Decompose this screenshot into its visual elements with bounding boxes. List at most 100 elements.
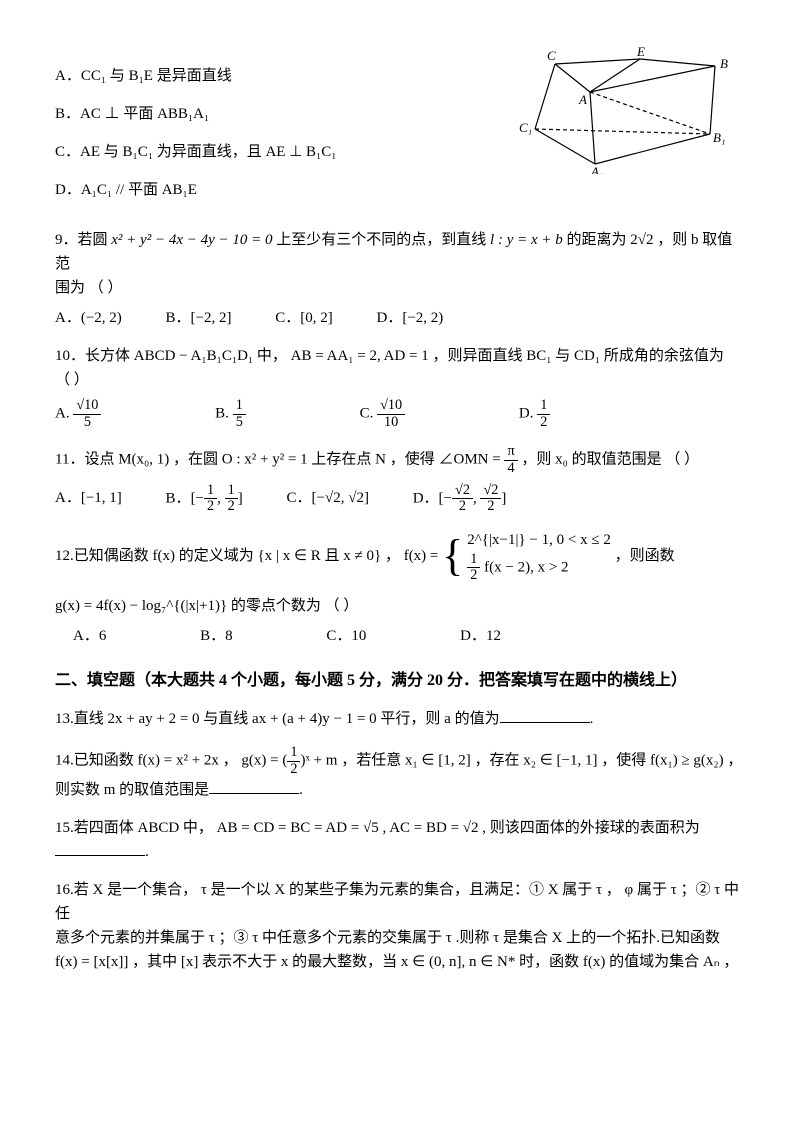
- q11-D-num1: √2: [452, 483, 473, 500]
- q10-C-num: √10: [377, 398, 405, 415]
- question-9: 9．若圆 x² + y² − 4x − 4y − 10 = 0 上至少有三个不同…: [55, 228, 745, 330]
- q11-D-den2: 2: [480, 499, 501, 515]
- q8-optD: D．A₁C₁ // 平面 AB₁E: [55, 178, 745, 202]
- q9-stem-pre: 9．若圆: [55, 232, 111, 248]
- q11-frac-num: π: [504, 444, 517, 461]
- label-A: A: [578, 92, 587, 107]
- q11-stem-b: ，则 x₀ 的取值范围是 （ ）: [518, 452, 699, 468]
- q11-frac-den: 4: [504, 461, 517, 477]
- q16-line3: f(x) = [x[x]] ，其中 [x] 表示不大于 x 的最大整数，当 x …: [55, 950, 745, 974]
- q16-line1: 16.若 X 是一个集合， τ 是一个以 X 的某些子集为元素的集合，且满足：①…: [55, 878, 745, 926]
- q11-B-mid: ,: [217, 490, 225, 506]
- q12-optC: C．10: [326, 624, 366, 648]
- q15-stem: 15.若四面体 ABCD 中， AB = CD = BC = AD = √5 ,…: [55, 816, 745, 840]
- q9-optC: C．[0, 2]: [275, 306, 333, 330]
- q9-optD: D．[−2, 2): [377, 306, 444, 330]
- q10-D-den: 2: [537, 415, 550, 431]
- q9-optB: B．[−2, 2]: [166, 306, 232, 330]
- q11-B-post: ]: [238, 490, 243, 506]
- q11-optC: C．[−√2, √2]: [287, 486, 369, 510]
- q10-D-num: 1: [537, 398, 550, 415]
- q14-blank: [209, 778, 299, 794]
- q10-A-label: A.: [55, 406, 70, 422]
- q13-stem: 13.直线 2x + ay + 2 = 0 与直线 ax + (a + 4)y …: [55, 711, 500, 727]
- q12-stem-a: 12.已知偶函数 f(x) 的定义域为 {x | x ∈ R 且 x ≠ 0} …: [55, 548, 442, 564]
- q10-stem2: （ ）: [55, 368, 745, 392]
- q11-stem-a: 11．设点 M(x₀, 1) ，在圆 O : x² + y² = 1 上存在点 …: [55, 452, 504, 468]
- q9-post1: 的距离为: [563, 232, 631, 248]
- q10-optC: C. √1010: [360, 398, 406, 430]
- q14-line2: 则实数 m 的取值范围是: [55, 782, 209, 798]
- label-C: C: [547, 48, 556, 63]
- q10-A-den: 5: [73, 415, 101, 431]
- q10-D-label: D.: [519, 406, 534, 422]
- q10-optA: A. √105: [55, 398, 101, 430]
- question-16: 16.若 X 是一个集合， τ 是一个以 X 的某些子集为元素的集合，且满足：①…: [55, 878, 745, 974]
- q12-optD: D．12: [460, 624, 501, 648]
- q10-optB: B. 15: [215, 398, 246, 430]
- q14-stem-a: 14.已知函数 f(x) = x² + 2x ， g(x) = (: [55, 753, 287, 769]
- q10-A-num: √10: [73, 398, 101, 415]
- q9-stem-line2: 围为 （ ）: [55, 276, 745, 300]
- q10-B-label: B.: [215, 406, 229, 422]
- q12-case1: 2^{|x−1|} − 1, 0 < x ≤ 2: [467, 529, 611, 552]
- q8-prism-diagram: C E B A C₁ B₁ A₁: [515, 44, 735, 174]
- label-A1: A₁: [590, 164, 603, 174]
- q14-stem-b: )ˣ + m ，若任意 x₁ ∈ [1, 2] ，存在 x₂ ∈ [−1, 1]…: [300, 753, 742, 769]
- q11-optB: B．[−12, 12]: [166, 483, 243, 515]
- q11-D-den1: 2: [452, 499, 473, 515]
- q11-B-pre: [−: [191, 490, 204, 506]
- q14-tail: .: [299, 782, 303, 798]
- q12-piecewise: { 2^{|x−1|} − 1, 0 < x ≤ 2 12 f(x − 2), …: [442, 529, 611, 584]
- q9-dist: 2√2: [630, 232, 653, 248]
- q12-line2: g(x) = 4f(x) − log₇^{(|x|+1)} 的零点个数为 （ ）: [55, 594, 745, 618]
- q10-optD: D. 12: [519, 398, 550, 430]
- q11-D-label: D．: [413, 490, 439, 506]
- q11-optD: D．[−√22, √22]: [413, 483, 507, 515]
- q10-B-num: 1: [233, 398, 246, 415]
- q11-B-num2: 1: [225, 483, 238, 500]
- q11-optA: A．[−1, 1]: [55, 486, 122, 510]
- q14-den: 2: [287, 762, 300, 778]
- q11-B-den2: 2: [225, 499, 238, 515]
- question-12: 12.已知偶函数 f(x) 的定义域为 {x | x ∈ R 且 x ≠ 0} …: [55, 529, 745, 648]
- q9-optA: A．(−2, 2): [55, 306, 122, 330]
- q11-B-label: B．: [166, 490, 191, 506]
- question-11: 11．设点 M(x₀, 1) ，在圆 O : x² + y² = 1 上存在点 …: [55, 444, 745, 515]
- label-E: E: [636, 44, 645, 59]
- q16-line2: 意多个元素的并集属于 τ ；③ τ 中任意多个元素的交集属于 τ .则称 τ 是…: [55, 926, 745, 950]
- q11-D-mid: ,: [473, 490, 481, 506]
- question-15: 15.若四面体 ABCD 中， AB = CD = BC = AD = √5 ,…: [55, 816, 745, 864]
- q10-B-den: 5: [233, 415, 246, 431]
- q9-eq: x² + y² − 4x − 4y − 10 = 0: [111, 232, 272, 248]
- q11-D-post: ]: [501, 490, 506, 506]
- label-C1: C₁: [519, 120, 532, 135]
- q15-tail: .: [145, 844, 149, 860]
- q12-optB: B．8: [200, 624, 233, 648]
- question-13: 13.直线 2x + ay + 2 = 0 与直线 ax + (a + 4)y …: [55, 707, 745, 731]
- q10-C-label: C.: [360, 406, 374, 422]
- q13-tail: .: [590, 711, 594, 727]
- question-14: 14.已知函数 f(x) = x² + 2x ， g(x) = (12)ˣ + …: [55, 745, 745, 801]
- q11-D-num2: √2: [480, 483, 501, 500]
- q11-D-pre: [−: [439, 490, 452, 506]
- q14-num: 1: [287, 745, 300, 762]
- q15-blank: [55, 840, 145, 856]
- section-2-heading: 二、填空题（本大题共 4 个小题，每小题 5 分，满分 20 分．把答案填写在题…: [55, 668, 745, 694]
- q12-case2: 12 f(x − 2), x > 2: [467, 552, 611, 584]
- q10-stem: 10．长方体 ABCD − A₁B₁C₁D₁ 中， AB = AA₁ = 2, …: [55, 344, 745, 368]
- q9-stem-mid: 上至少有三个不同的点，到直线: [273, 232, 491, 248]
- q12-case2-den: 2: [467, 568, 480, 584]
- q12-case2-tail: f(x − 2), x > 2: [480, 559, 568, 575]
- q10-C-den: 10: [377, 415, 405, 431]
- q13-blank: [500, 707, 590, 723]
- q11-B-den1: 2: [204, 499, 217, 515]
- label-B: B: [720, 56, 728, 71]
- label-B1: B₁: [713, 130, 725, 145]
- q12-case2-num: 1: [467, 552, 480, 569]
- q12-optA: A．6: [73, 624, 106, 648]
- question-8-options: A．CC₁ 与 B₁E 是异面直线 B．AC ⊥ 平面 ABB₁A₁ C．AE …: [55, 64, 745, 214]
- q12-stem-b: ，则函数: [615, 548, 675, 564]
- q9-line: l : y = x + b: [490, 232, 563, 248]
- q11-B-num1: 1: [204, 483, 217, 500]
